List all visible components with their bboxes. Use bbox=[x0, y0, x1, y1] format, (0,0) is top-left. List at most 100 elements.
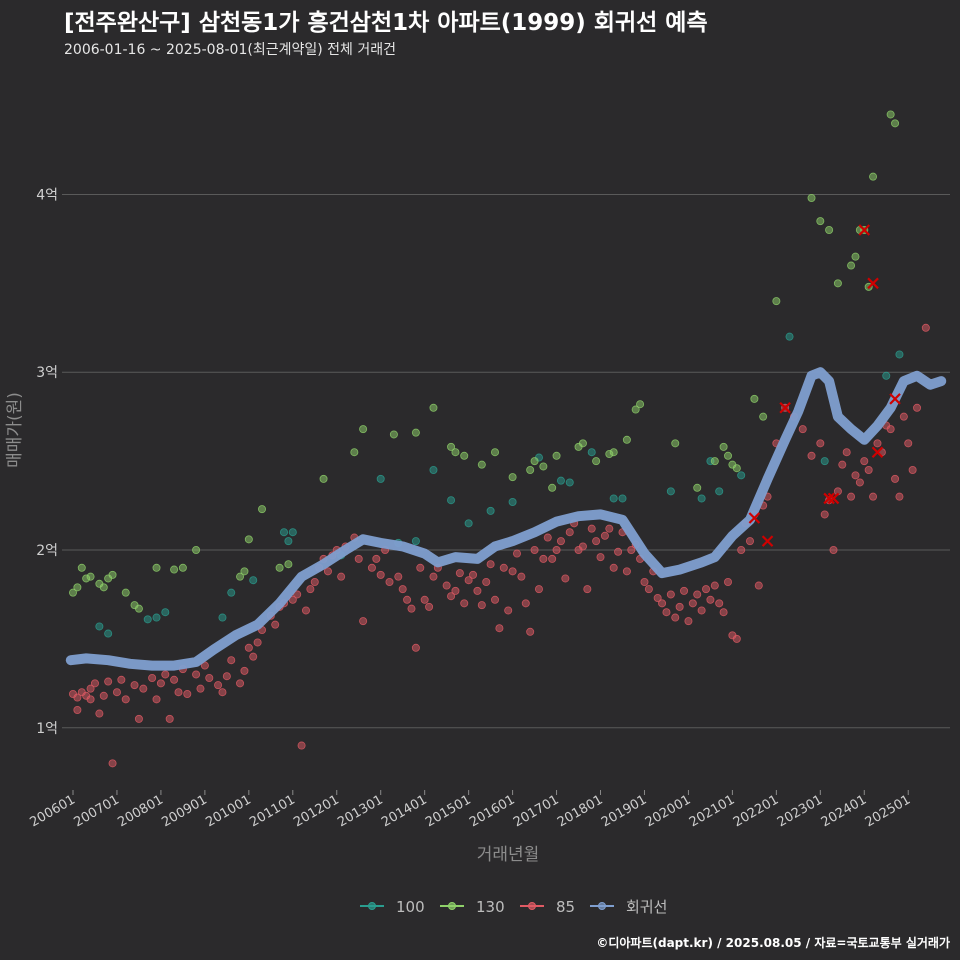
data-point-85 bbox=[921, 323, 930, 332]
cancelled-marker bbox=[748, 512, 761, 524]
data-point-130 bbox=[77, 563, 86, 572]
data-point-100 bbox=[820, 457, 829, 466]
data-point-100 bbox=[895, 350, 904, 359]
data-point-85 bbox=[469, 570, 478, 579]
x-axis-label: 거래년월 bbox=[477, 845, 540, 865]
data-point-130 bbox=[886, 110, 895, 119]
data-point-100 bbox=[429, 465, 438, 474]
data-point-100 bbox=[882, 371, 891, 380]
data-point-100 bbox=[587, 448, 596, 457]
data-point-130 bbox=[477, 460, 486, 469]
data-point-130 bbox=[99, 583, 108, 592]
data-point-85 bbox=[587, 524, 596, 533]
data-point-85 bbox=[271, 620, 280, 629]
data-point-85 bbox=[737, 546, 746, 555]
data-point-130 bbox=[891, 119, 900, 128]
data-point-85 bbox=[829, 546, 838, 555]
data-point-130 bbox=[121, 588, 130, 597]
data-point-85 bbox=[627, 546, 636, 555]
data-point-85 bbox=[671, 613, 680, 622]
x-tick-label: 202201 bbox=[731, 792, 781, 830]
data-point-85 bbox=[614, 547, 623, 556]
data-point-130 bbox=[284, 560, 293, 569]
data-point-85 bbox=[174, 688, 183, 697]
x-tick-label: 201601 bbox=[467, 792, 517, 830]
legend-swatch bbox=[448, 902, 456, 910]
data-point-85 bbox=[495, 624, 504, 633]
data-point-100 bbox=[288, 528, 297, 537]
x-tick-label: 201201 bbox=[291, 792, 341, 830]
data-point-85 bbox=[121, 695, 130, 704]
data-point-130 bbox=[592, 457, 601, 466]
data-point-85 bbox=[680, 586, 689, 595]
cancelled-marker bbox=[827, 492, 840, 505]
data-point-85 bbox=[521, 599, 530, 608]
data-point-100 bbox=[143, 615, 152, 624]
y-tick-label: 1억 bbox=[36, 721, 58, 737]
x-tick-label: 201001 bbox=[203, 792, 253, 830]
data-point-130 bbox=[552, 451, 561, 460]
x-tick-label: 202101 bbox=[687, 792, 737, 830]
data-point-130 bbox=[750, 394, 759, 403]
data-point-85 bbox=[214, 681, 223, 690]
data-point-85 bbox=[508, 567, 517, 576]
data-point-85 bbox=[697, 606, 706, 615]
data-point-85 bbox=[425, 602, 434, 611]
data-point-130 bbox=[526, 465, 535, 474]
trend-line bbox=[65, 367, 947, 671]
cancelled-marker bbox=[871, 446, 884, 458]
data-point-85 bbox=[337, 572, 346, 581]
data-point-85 bbox=[482, 578, 491, 587]
data-point-85 bbox=[205, 674, 214, 683]
data-point-85 bbox=[86, 695, 95, 704]
y-tick-label: 3억 bbox=[36, 365, 58, 381]
data-point-130 bbox=[851, 252, 860, 261]
data-point-85 bbox=[548, 554, 557, 563]
data-point-85 bbox=[745, 537, 754, 546]
legend-label: 130 bbox=[476, 898, 505, 916]
data-point-85 bbox=[372, 554, 381, 563]
data-point-85 bbox=[600, 531, 609, 540]
data-point-85 bbox=[895, 492, 904, 501]
legend-swatch bbox=[598, 902, 606, 910]
data-point-130 bbox=[833, 279, 842, 288]
data-point-85 bbox=[499, 563, 508, 572]
data-point-130 bbox=[73, 583, 82, 592]
data-point-85 bbox=[293, 590, 302, 599]
data-point-130 bbox=[631, 405, 640, 414]
data-point-130 bbox=[86, 572, 95, 581]
data-point-100 bbox=[666, 487, 675, 496]
data-point-85 bbox=[323, 567, 332, 576]
data-point-85 bbox=[451, 586, 460, 595]
data-point-130 bbox=[732, 464, 741, 473]
data-point-130 bbox=[508, 473, 517, 482]
data-point-85 bbox=[855, 478, 864, 487]
data-point-85 bbox=[86, 684, 95, 693]
data-point-85 bbox=[688, 599, 697, 608]
data-point-85 bbox=[798, 425, 807, 434]
data-point-85 bbox=[403, 595, 412, 604]
data-point-130 bbox=[350, 448, 359, 457]
data-point-100 bbox=[227, 588, 236, 597]
data-point-85 bbox=[517, 572, 526, 581]
data-point-85 bbox=[561, 574, 570, 583]
data-point-85 bbox=[565, 528, 574, 537]
data-point-85 bbox=[170, 675, 179, 684]
data-point-130 bbox=[178, 563, 187, 572]
data-point-85 bbox=[592, 537, 601, 546]
data-point-85 bbox=[227, 656, 236, 665]
data-point-85 bbox=[666, 590, 675, 599]
data-point-130 bbox=[134, 604, 143, 613]
data-point-130 bbox=[825, 225, 834, 234]
data-point-85 bbox=[240, 666, 249, 675]
data-point-85 bbox=[306, 585, 315, 594]
data-point-85 bbox=[807, 451, 816, 460]
data-point-85 bbox=[578, 542, 587, 551]
data-point-85 bbox=[244, 643, 253, 652]
scatter-points bbox=[68, 110, 930, 768]
data-point-85 bbox=[398, 585, 407, 594]
x-tick-label: 201701 bbox=[511, 792, 561, 830]
data-point-85 bbox=[473, 586, 482, 595]
data-point-85 bbox=[73, 706, 82, 715]
data-point-85 bbox=[359, 617, 368, 626]
